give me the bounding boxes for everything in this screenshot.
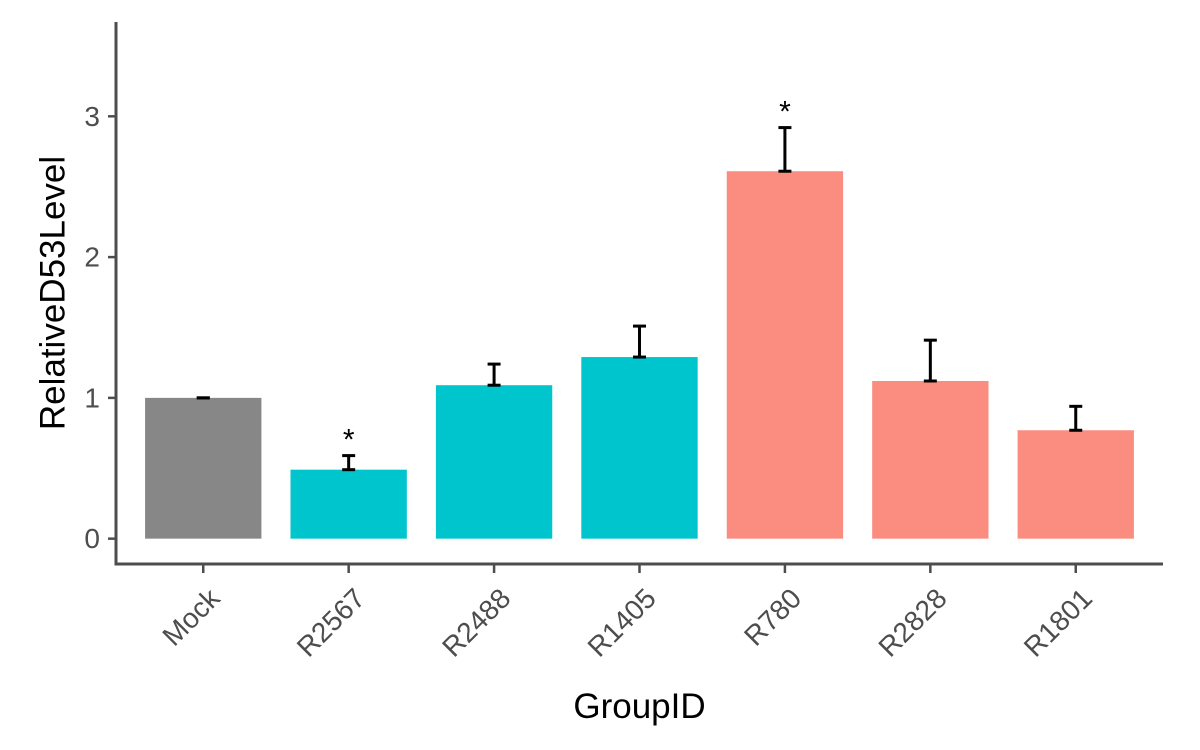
error-bar-r2567 (342, 454, 356, 472)
error-bar-r2828 (923, 338, 937, 383)
y-axis-title: RelativeD53Level (34, 156, 73, 430)
y-tick-label: 3 (84, 101, 100, 132)
error-bar-r1801 (1069, 404, 1083, 432)
bar-r2488 (435, 385, 553, 539)
significance-label-r780: * (779, 96, 791, 129)
bar-r1801 (1017, 430, 1134, 539)
bar-r2567 (290, 469, 407, 539)
x-tick-label-r780: R780 (738, 582, 807, 651)
bars-group (145, 171, 1134, 539)
x-axis-title: GroupID (573, 687, 705, 726)
y-tick-label: 2 (84, 242, 100, 273)
error-bar-r2488 (487, 362, 501, 387)
bar-r780 (726, 171, 844, 539)
x-tick-label-r2828: R2828 (872, 582, 952, 662)
x-tick-label-r1801: R1801 (1018, 582, 1098, 662)
error-bar-r1405 (633, 324, 646, 359)
error-bar-r780 (778, 126, 792, 173)
bar-r2828 (872, 380, 989, 539)
bar-mock (145, 397, 262, 539)
y-tick-label: 0 (84, 523, 100, 554)
x-tick-label-r1405: R1405 (582, 582, 662, 662)
x-tick-label-r2488: R2488 (436, 582, 516, 662)
x-axis-ticks: Mock R2567 R2488 R1405 R780 R2828 R1801 (156, 564, 1098, 663)
x-tick-label-mock: Mock (156, 582, 226, 652)
y-axis-ticks: 0 1 2 3 (84, 101, 116, 554)
x-tick-label-r2567: R2567 (291, 582, 371, 662)
significance-labels-group: ** (343, 96, 791, 457)
error-bars-group (196, 126, 1083, 472)
significance-label-r2567: * (343, 424, 355, 457)
y-tick-label: 1 (84, 382, 100, 413)
bar-r1405 (581, 357, 698, 539)
